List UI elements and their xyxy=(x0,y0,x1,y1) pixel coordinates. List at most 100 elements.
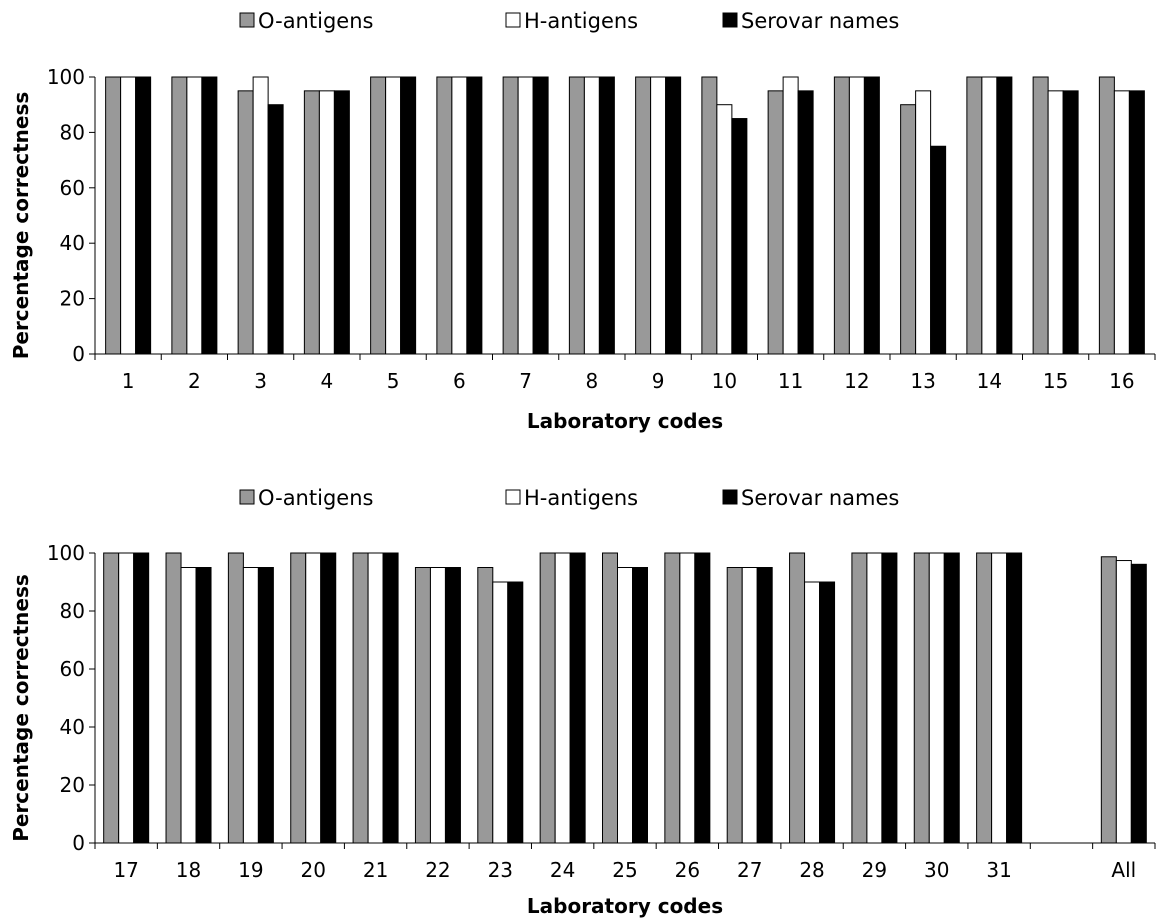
x-tick-label-5: 5 xyxy=(387,369,400,393)
bar-serovar-names-29 xyxy=(881,552,898,844)
bar-serovar-names-6 xyxy=(466,76,483,355)
bar-o-antigens-23 xyxy=(477,567,494,844)
bar-o-antigens-7 xyxy=(502,76,519,355)
y-tick-label: 40 xyxy=(60,715,85,739)
bar-h-antigens-20 xyxy=(305,552,322,844)
x-tick-label-26: 26 xyxy=(675,858,700,882)
bar-o-antigens-22 xyxy=(414,567,431,844)
bar-o-antigens-10 xyxy=(701,76,718,355)
y-tick-label: 80 xyxy=(60,120,85,144)
bar-o-antigens-26 xyxy=(664,552,681,844)
x-tick-label-3: 3 xyxy=(254,369,267,393)
bar-o-antigens-24 xyxy=(539,552,556,844)
bar-h-antigens-all xyxy=(1115,560,1132,844)
x-tick-label-7: 7 xyxy=(519,369,532,393)
x-tick-label-31: 31 xyxy=(986,858,1011,882)
bar-o-antigens-31 xyxy=(976,552,993,844)
bar-o-antigens-3 xyxy=(237,90,254,355)
bar-o-antigens-5 xyxy=(370,76,387,355)
bar-serovar-names-4 xyxy=(333,90,350,355)
bar-h-antigens-11 xyxy=(782,76,799,355)
bar-h-antigens-25 xyxy=(617,567,633,844)
y-tick-label: 0 xyxy=(72,831,85,855)
bar-h-antigens-15 xyxy=(1047,90,1064,355)
bar-h-antigens-27 xyxy=(741,567,758,844)
x-tick-label-12: 12 xyxy=(844,369,869,393)
x-tick-label-28: 28 xyxy=(799,858,824,882)
bar-o-antigens-15 xyxy=(1032,76,1049,355)
x-tick-label-13: 13 xyxy=(910,369,935,393)
bar-o-antigens-8 xyxy=(568,76,585,355)
bar-serovar-names-24 xyxy=(569,552,586,844)
bar-o-antigens-30 xyxy=(913,552,930,844)
x-tick-label-17: 17 xyxy=(113,858,138,882)
bar-h-antigens-2 xyxy=(186,76,203,355)
bar-h-antigens-24 xyxy=(554,552,571,844)
x-tick-label-27: 27 xyxy=(737,858,762,882)
bar-serovar-names-25 xyxy=(632,567,648,844)
y-tick-label: 20 xyxy=(60,773,85,797)
bar-h-antigens-1 xyxy=(120,76,137,355)
bar-o-antigens-29 xyxy=(851,552,868,844)
x-tick-label-8: 8 xyxy=(586,369,599,393)
legend-swatch-o-antigens xyxy=(239,12,255,28)
bar-serovar-names-14 xyxy=(996,76,1013,355)
legend-swatch-o-antigens xyxy=(239,489,255,505)
x-tick-label-21: 21 xyxy=(363,858,388,882)
x-tick-label-16: 16 xyxy=(1109,369,1134,393)
bar-serovar-names-15 xyxy=(1062,90,1079,355)
bar-h-antigens-3 xyxy=(252,76,269,355)
x-tick-label-29: 29 xyxy=(862,858,887,882)
bar-h-antigens-22 xyxy=(429,567,446,844)
bar-serovar-names-7 xyxy=(532,76,549,355)
bar-o-antigens-all xyxy=(1100,556,1117,844)
y-tick-label: 100 xyxy=(47,65,85,89)
legend-label-h-antigens: H-antigens xyxy=(524,9,638,33)
bar-o-antigens-14 xyxy=(966,76,983,355)
bar-o-antigens-1 xyxy=(105,76,122,355)
bar-serovar-names-8 xyxy=(598,76,615,355)
bar-o-antigens-19 xyxy=(227,552,244,844)
legend-label-o-antigens: O-antigens xyxy=(258,486,373,510)
bar-h-antigens-18 xyxy=(180,567,197,844)
bar-h-antigens-23 xyxy=(492,581,509,844)
bar-h-antigens-16 xyxy=(1113,90,1130,355)
x-tick-label-10: 10 xyxy=(712,369,737,393)
bar-serovar-names-13 xyxy=(930,145,947,355)
bar-serovar-names-16 xyxy=(1128,90,1145,355)
legend-swatch-serovar-names xyxy=(722,489,738,505)
x-tick-label-19: 19 xyxy=(238,858,263,882)
bar-o-antigens-18 xyxy=(165,552,182,844)
bar-serovar-names-23 xyxy=(507,581,524,844)
bar-serovar-names-22 xyxy=(444,567,461,844)
bar-o-antigens-28 xyxy=(789,552,806,844)
legend-label-serovar-names: Serovar names xyxy=(741,9,899,33)
bar-serovar-names-1 xyxy=(135,76,152,355)
bar-h-antigens-17 xyxy=(118,552,135,844)
bar-serovar-names-27 xyxy=(756,567,773,844)
x-axis-title: Laboratory codes xyxy=(527,894,723,918)
bar-o-antigens-11 xyxy=(767,90,784,355)
bar-o-antigens-4 xyxy=(303,90,320,355)
bar-serovar-names-12 xyxy=(863,76,880,355)
bar-h-antigens-21 xyxy=(367,552,384,844)
bar-h-antigens-29 xyxy=(866,552,883,844)
bar-o-antigens-2 xyxy=(171,76,188,355)
x-tick-label-30: 30 xyxy=(924,858,949,882)
bar-serovar-names-26 xyxy=(694,552,711,844)
bar-serovar-names-28 xyxy=(819,581,836,844)
bar-serovar-names-9 xyxy=(665,76,682,355)
x-tick-label-25: 25 xyxy=(612,858,637,882)
bar-o-antigens-17 xyxy=(103,552,120,844)
bar-h-antigens-28 xyxy=(804,581,821,844)
bar-o-antigens-20 xyxy=(290,552,307,844)
x-tick-label-2: 2 xyxy=(188,369,201,393)
legend-swatch-h-antigens xyxy=(505,12,521,28)
x-tick-label-6: 6 xyxy=(453,369,466,393)
legend-label-h-antigens: H-antigens xyxy=(524,486,638,510)
bar-serovar-names-19 xyxy=(257,567,274,844)
bar-serovar-names-10 xyxy=(731,118,748,355)
bar-h-antigens-14 xyxy=(981,76,998,355)
bar-h-antigens-4 xyxy=(318,90,335,355)
